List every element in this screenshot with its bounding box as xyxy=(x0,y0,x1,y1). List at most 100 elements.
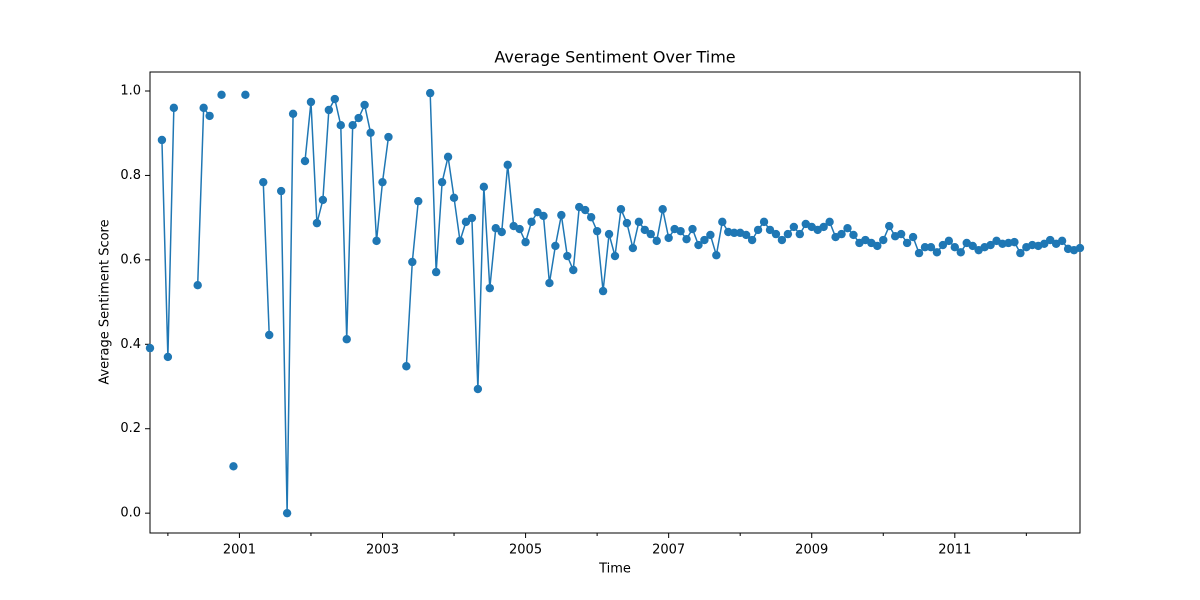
line-segment xyxy=(405,201,420,367)
data-point xyxy=(580,205,590,215)
data-point xyxy=(783,229,793,239)
data-point xyxy=(849,230,858,240)
y-axis-label: Average Sentiment Score xyxy=(98,219,113,384)
data-point xyxy=(545,278,554,288)
data-point xyxy=(437,177,447,187)
data-point xyxy=(879,235,888,245)
data-point xyxy=(485,283,495,293)
y-tick-label: 0.0 xyxy=(120,506,141,521)
plot-frame xyxy=(149,71,1081,534)
data-point xyxy=(336,120,345,130)
data-point xyxy=(217,90,226,99)
data-point xyxy=(169,103,179,113)
data-point xyxy=(658,205,667,214)
data-point xyxy=(1010,237,1019,247)
data-point xyxy=(449,193,459,203)
data-point xyxy=(1057,236,1067,246)
data-point xyxy=(902,238,912,248)
data-point xyxy=(741,230,751,240)
data-point xyxy=(276,186,286,196)
data-point xyxy=(914,248,924,258)
data-point xyxy=(384,132,393,142)
data-point xyxy=(521,237,530,247)
data-point xyxy=(622,218,632,228)
data-point xyxy=(1075,243,1085,253)
data-point xyxy=(646,229,655,239)
data-point xyxy=(652,236,661,246)
data-point xyxy=(950,242,960,252)
data-point xyxy=(944,236,954,246)
data-point xyxy=(1040,239,1049,249)
data-point xyxy=(628,243,638,253)
data-point xyxy=(145,343,155,353)
line-segment xyxy=(280,113,294,514)
data-point xyxy=(205,111,214,121)
data-point xyxy=(425,88,435,98)
data-point xyxy=(497,227,506,237)
x-tick-label: 2001 xyxy=(223,543,256,558)
data-point xyxy=(610,251,620,261)
line-segment xyxy=(161,107,175,357)
data-point xyxy=(324,105,334,115)
data-point xyxy=(461,217,471,227)
data-point xyxy=(539,211,548,221)
data-point xyxy=(259,177,268,187)
data-point xyxy=(533,207,542,217)
data-point xyxy=(241,90,250,99)
data-point xyxy=(318,195,328,205)
data-point xyxy=(300,156,310,166)
data-point xyxy=(360,100,369,110)
data-point xyxy=(938,240,948,250)
data-point xyxy=(402,362,411,371)
data-point xyxy=(431,267,441,277)
data-point xyxy=(688,224,697,234)
data-point xyxy=(694,240,703,250)
data-point xyxy=(759,217,769,227)
data-point xyxy=(306,97,316,107)
data-point xyxy=(777,235,787,245)
data-point xyxy=(265,330,274,340)
data-point xyxy=(640,225,650,235)
data-point xyxy=(527,217,536,227)
data-point xyxy=(771,229,781,239)
data-point xyxy=(312,218,322,228)
data-point xyxy=(920,242,930,252)
data-point xyxy=(634,217,644,227)
data-point xyxy=(765,225,775,235)
data-point xyxy=(592,226,602,236)
data-point xyxy=(348,120,357,130)
data-point xyxy=(616,205,626,214)
y-tick-label: 0.4 xyxy=(120,337,141,352)
data-point xyxy=(491,223,500,233)
data-point xyxy=(473,384,483,394)
data-point xyxy=(676,226,685,236)
y-tick-label: 0.2 xyxy=(120,421,141,436)
data-point xyxy=(956,248,965,257)
data-point xyxy=(986,240,995,250)
line-segment xyxy=(262,182,270,336)
data-point xyxy=(354,113,363,123)
data-point xyxy=(926,242,936,252)
data-point xyxy=(503,160,512,170)
data-point xyxy=(789,222,799,232)
data-point xyxy=(747,235,757,245)
data-point xyxy=(682,234,691,244)
data-point xyxy=(586,213,596,222)
data-point xyxy=(366,128,375,137)
data-point xyxy=(712,251,721,260)
y-tick-label: 0.8 xyxy=(120,168,141,183)
data-point xyxy=(229,462,238,471)
data-point xyxy=(443,152,453,162)
data-point xyxy=(569,265,578,275)
data-point xyxy=(193,280,202,290)
data-point xyxy=(604,229,614,239)
data-point xyxy=(282,508,292,518)
y-tick-label: 1.0 xyxy=(120,83,141,98)
x-tick-label: 2011 xyxy=(938,543,971,558)
data-point xyxy=(896,229,906,239)
data-point xyxy=(843,223,852,233)
data-point xyxy=(795,229,805,239)
y-tick-label: 0.6 xyxy=(120,252,141,267)
data-point xyxy=(932,248,942,257)
